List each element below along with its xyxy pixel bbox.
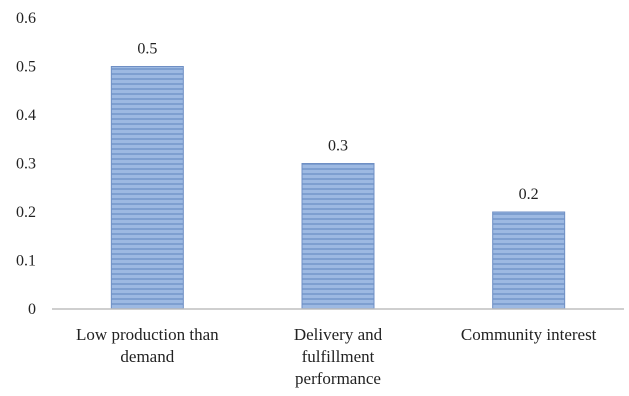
bar bbox=[301, 163, 375, 310]
category-label: Low production than demand bbox=[76, 325, 219, 366]
data-label: 0.2 bbox=[519, 186, 539, 203]
bar bbox=[110, 66, 184, 310]
category-label: Delivery and fulfillment performance bbox=[294, 325, 383, 388]
category-label-line: Delivery and bbox=[294, 325, 383, 344]
data-label: 0.5 bbox=[137, 41, 157, 58]
category-label-line: demand bbox=[120, 347, 174, 366]
data-label: 0.3 bbox=[328, 138, 348, 155]
y-tick-label: 0.6 bbox=[16, 10, 36, 27]
bars bbox=[110, 66, 566, 310]
y-tick-label: 0.4 bbox=[16, 107, 36, 124]
data-labels: 0.5 0.3 0.2 bbox=[137, 41, 538, 204]
category-labels: Low production than demand Delivery and ful… bbox=[76, 325, 597, 388]
y-axis-ticks: 0 0.1 0.2 0.3 0.4 0.5 0.6 bbox=[16, 10, 36, 318]
y-tick-label: 0.3 bbox=[16, 156, 36, 173]
y-tick-label: 0.1 bbox=[16, 253, 36, 270]
category-label-line: fulfillment bbox=[302, 347, 375, 366]
y-tick-label: 0.5 bbox=[16, 59, 36, 76]
category-label: Community interest bbox=[461, 325, 597, 344]
bar bbox=[492, 211, 566, 310]
category-label-line: Community interest bbox=[461, 325, 597, 344]
category-label-line: Low production than bbox=[76, 325, 219, 344]
category-label-line: performance bbox=[295, 369, 381, 388]
y-tick-label: 0.2 bbox=[16, 204, 36, 221]
y-tick-label: 0 bbox=[28, 301, 36, 318]
